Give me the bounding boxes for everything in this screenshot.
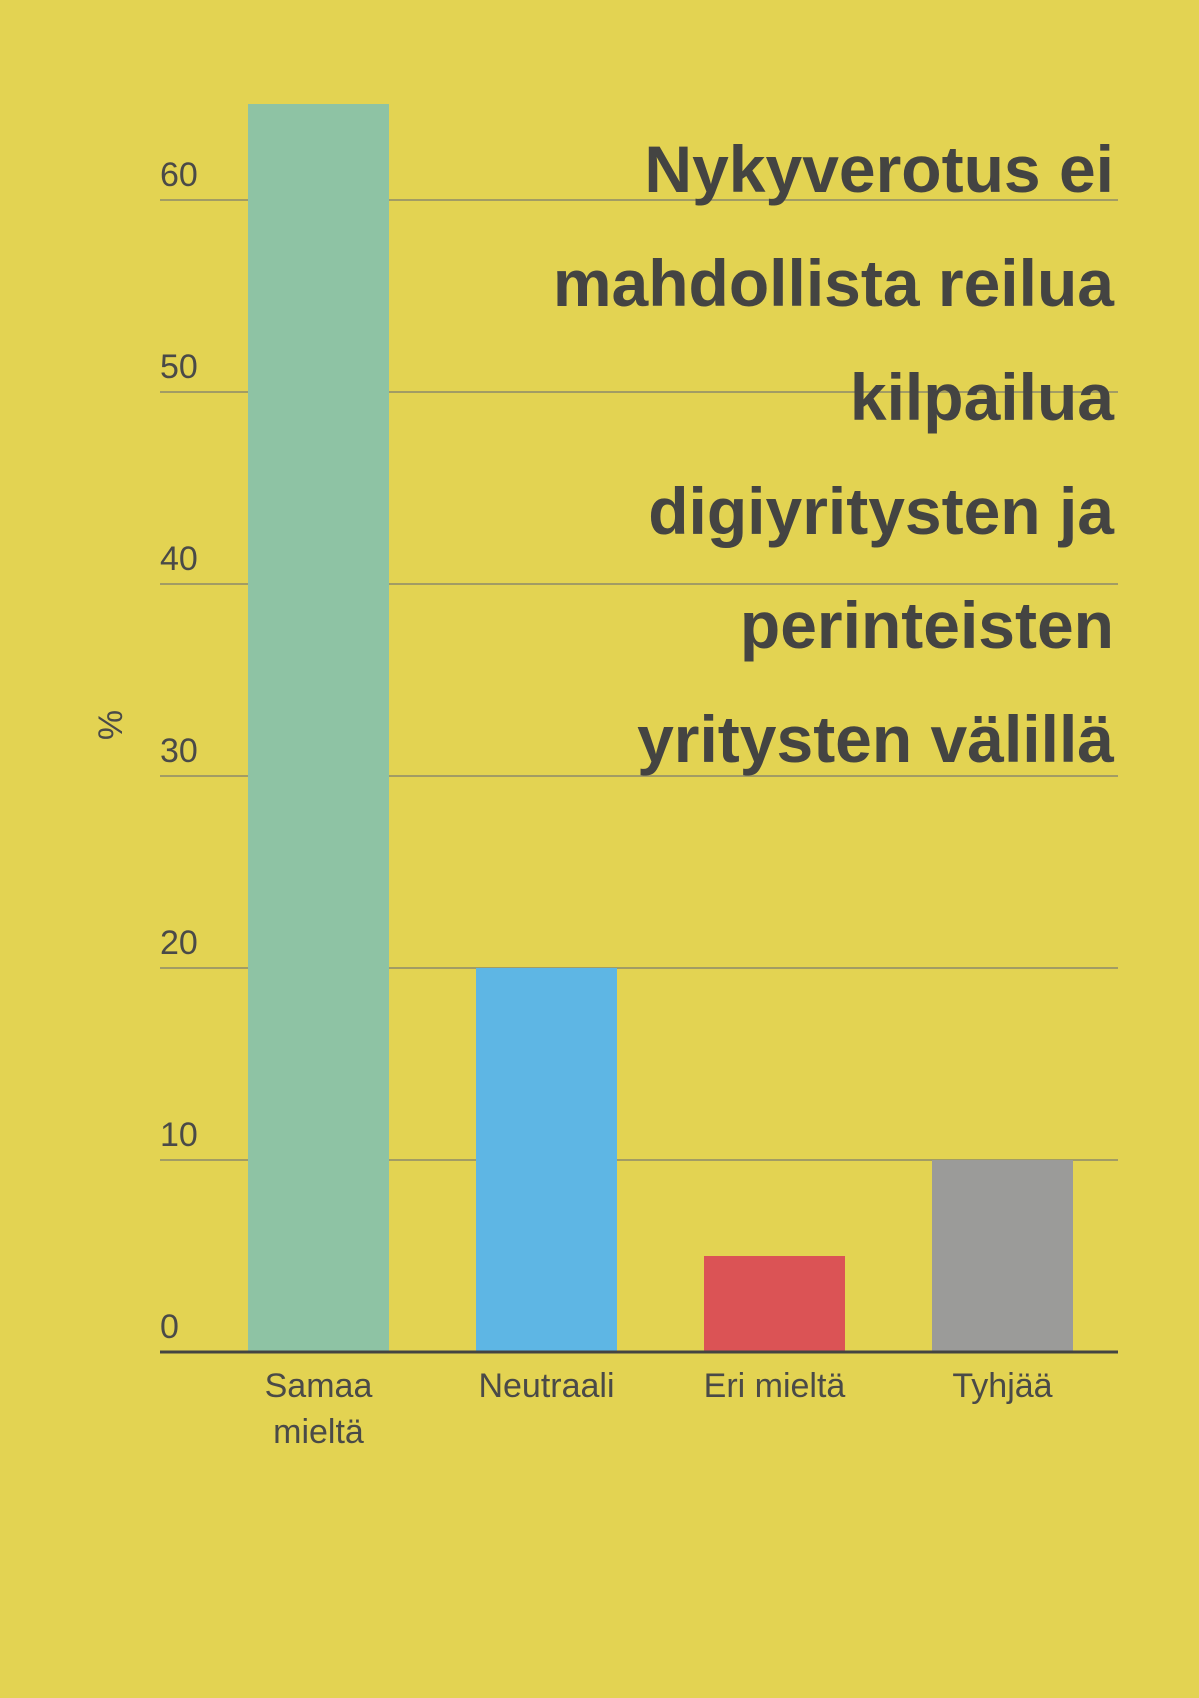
chart-title-line: digiyritysten ja: [648, 474, 1114, 548]
chart-title-line: Nykyverotus ei: [644, 132, 1114, 206]
chart-title-line: mahdollista reilua: [552, 246, 1114, 320]
category-label: Eri mieltä: [704, 1367, 846, 1405]
y-tick-label: 40: [160, 540, 198, 578]
y-tick-labels: 0 10 20 30 40 50 60: [160, 156, 198, 1346]
bar-2: [704, 1256, 845, 1352]
chart-title: Nykyverotus ei mahdollista reilua kilpailu…: [474, 112, 1114, 796]
y-tick-label: 10: [160, 1116, 198, 1154]
category-label: Neutraali: [478, 1367, 614, 1405]
y-tick-label: 20: [160, 924, 198, 962]
chart-title-line: kilpailua: [849, 360, 1114, 434]
y-tick-label: 60: [160, 156, 198, 194]
y-tick-label: 50: [160, 348, 198, 386]
chart-title-line: yritysten välillä: [637, 702, 1114, 776]
chart-title-line: perinteisten: [739, 588, 1114, 662]
category-labels: Samaa mieltä Neutraali Eri mieltä Tyhjää: [265, 1367, 1053, 1451]
bar-1: [476, 968, 617, 1352]
category-label: Samaa mieltä: [265, 1367, 373, 1451]
y-axis-title: %: [92, 710, 130, 740]
bars: [248, 104, 1073, 1352]
bar-3: [932, 1160, 1073, 1352]
category-label: Tyhjää: [952, 1367, 1052, 1405]
y-tick-label: 0: [160, 1308, 179, 1346]
y-tick-label: 30: [160, 732, 198, 770]
bar-0: [248, 104, 389, 1352]
